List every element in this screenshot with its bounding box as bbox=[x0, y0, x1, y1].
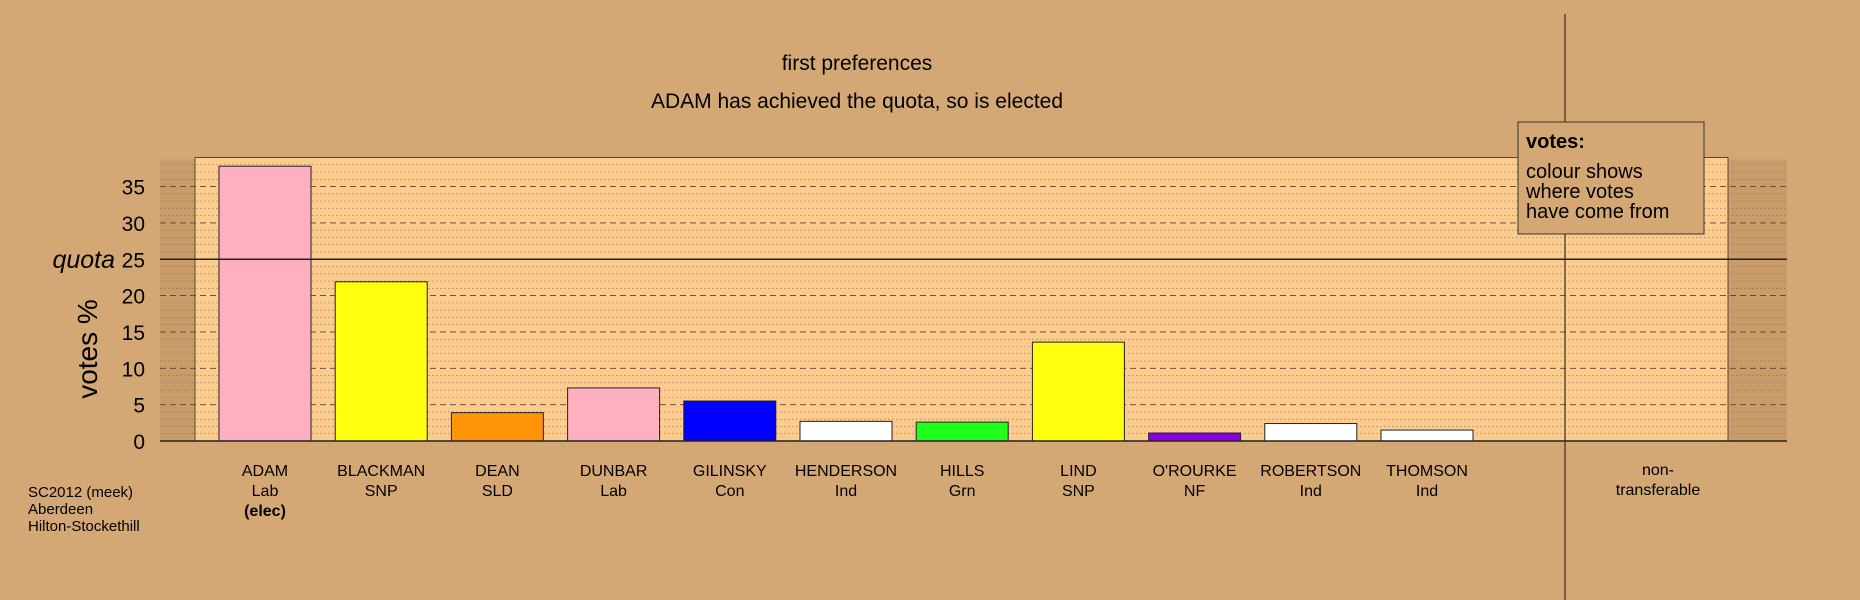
chart-subtitle: ADAM has achieved the quota, so is elect… bbox=[651, 90, 1063, 113]
footnote-line-3: Hilton-Stockethill bbox=[28, 518, 140, 535]
chart-title: first preferences bbox=[782, 52, 933, 75]
plot-area bbox=[194, 157, 1729, 442]
footnote-line-1: SC2012 (meek) bbox=[28, 484, 133, 501]
bars bbox=[218, 165, 1474, 442]
status-label: (elec) bbox=[244, 503, 286, 520]
category-label: BLACKMAN bbox=[337, 463, 425, 480]
party-label: SNP bbox=[1062, 483, 1095, 500]
category-label: HILLS bbox=[940, 463, 984, 480]
party-label: SLD bbox=[482, 483, 513, 500]
y-tick-label: 20 bbox=[122, 286, 145, 309]
bar-adam bbox=[218, 165, 312, 442]
party-label: NF bbox=[1184, 483, 1206, 500]
y-tick-label: 30 bbox=[122, 213, 145, 236]
nontransferable-label-line2: transferable bbox=[1616, 482, 1701, 499]
y-tick-label: 15 bbox=[122, 322, 145, 345]
party-label: Con bbox=[715, 483, 744, 500]
category-label: DUNBAR bbox=[580, 463, 648, 480]
category-label: THOMSON bbox=[1386, 463, 1468, 480]
party-label: Ind bbox=[1416, 483, 1438, 500]
category-label: HENDERSON bbox=[795, 463, 897, 480]
axes bbox=[160, 258, 1787, 442]
legend: votes: colour shows where votes have com… bbox=[1517, 121, 1705, 235]
bar-blackman bbox=[334, 281, 428, 442]
y-tick-label: 10 bbox=[122, 358, 145, 381]
y-tick-label: 35 bbox=[122, 177, 145, 200]
quota-label: quota bbox=[52, 246, 115, 274]
y-tick-label: 25 bbox=[122, 249, 145, 272]
legend-line-3: have come from bbox=[1526, 201, 1669, 223]
category-label: LIND bbox=[1060, 463, 1096, 480]
legend-line-1: colour shows bbox=[1526, 161, 1643, 183]
legend-box bbox=[1517, 121, 1705, 235]
category-label: ADAM bbox=[242, 463, 288, 480]
legend-line-2: where votes bbox=[1525, 181, 1634, 203]
nontransferable-label-line1: non- bbox=[1642, 462, 1674, 479]
plot-area-bands bbox=[160, 157, 1787, 442]
bar-henderson bbox=[799, 420, 893, 442]
y-tick-labels: 0 5 10 15 20 25 30 35 bbox=[122, 177, 145, 454]
y-axis-label: votes % bbox=[72, 299, 103, 399]
footnote-line-2: Aberdeen bbox=[28, 501, 93, 518]
y-tick-label: 5 bbox=[133, 395, 145, 418]
plot-side-left bbox=[160, 159, 195, 441]
plot-side-right bbox=[1728, 159, 1787, 441]
category-label: GILINSKY bbox=[693, 463, 767, 480]
party-label: Ind bbox=[835, 483, 857, 500]
category-labels: ADAM Lab (elec) BLACKMAN SNP DEAN SLD DUNBAR Lab… bbox=[242, 463, 1468, 520]
bar-gilinsky bbox=[683, 400, 777, 442]
bar-dean bbox=[450, 412, 544, 442]
party-label: Lab bbox=[252, 483, 279, 500]
category-label: ROBERTSON bbox=[1260, 463, 1361, 480]
bar-hills bbox=[915, 421, 1009, 442]
y-tick-label: 0 bbox=[133, 431, 145, 454]
bar-orourke bbox=[1148, 432, 1242, 442]
bar-dunbar bbox=[567, 387, 661, 442]
party-label: Ind bbox=[1300, 483, 1322, 500]
bar-thomson bbox=[1380, 429, 1474, 442]
bar-robertson bbox=[1264, 423, 1358, 442]
legend-title: votes: bbox=[1526, 131, 1585, 153]
category-label: DEAN bbox=[475, 463, 519, 480]
category-label: O'ROURKE bbox=[1153, 463, 1237, 480]
party-label: SNP bbox=[365, 483, 398, 500]
party-label: Grn bbox=[949, 483, 976, 500]
bar-lind bbox=[1031, 341, 1125, 442]
party-label: Lab bbox=[600, 483, 627, 500]
